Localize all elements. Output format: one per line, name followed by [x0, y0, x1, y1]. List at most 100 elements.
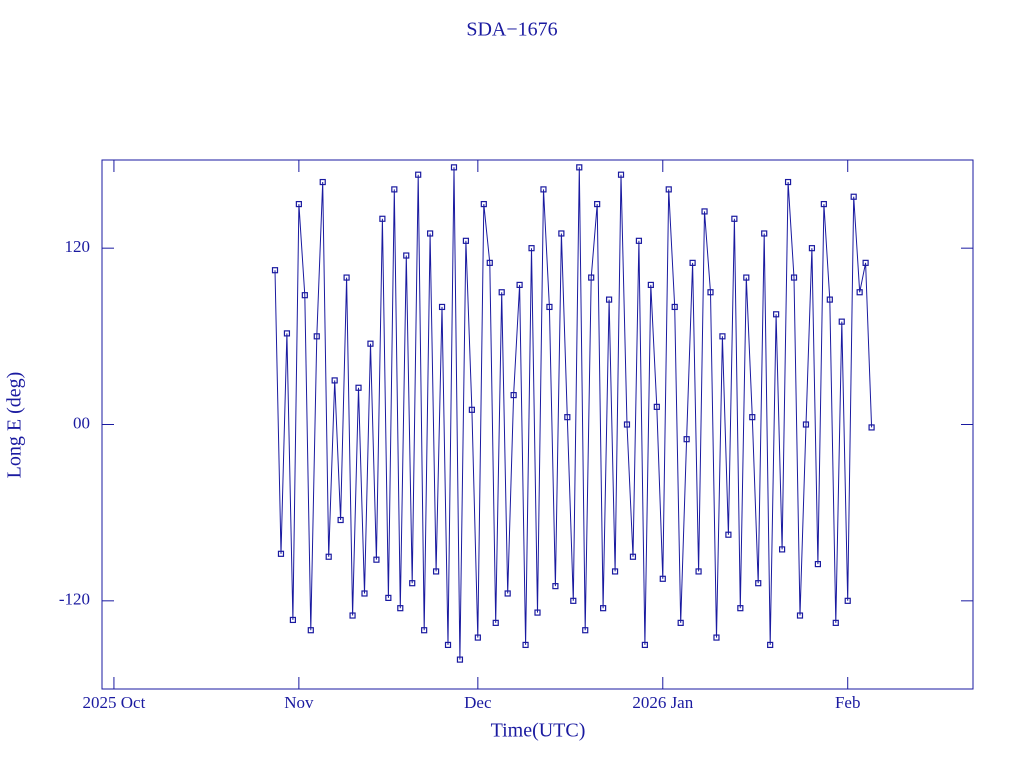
data-point: [605, 296, 613, 303]
x-tick-label: Dec: [464, 693, 492, 712]
data-point: [271, 267, 279, 274]
data-point: [802, 421, 810, 428]
x-tick-label: 2025 Oct: [83, 693, 146, 712]
data-point: [432, 568, 440, 575]
data-point: [701, 208, 708, 215]
data-point: [361, 590, 368, 597]
data-point: [570, 597, 577, 604]
data-point: [850, 193, 857, 200]
data-point: [773, 311, 780, 318]
data-point: [552, 583, 559, 590]
data-point: [474, 634, 481, 641]
data-point: [647, 281, 654, 289]
data-point: [564, 414, 571, 421]
data-point: [838, 318, 845, 325]
data-point: [677, 619, 684, 626]
data-point: [534, 609, 541, 616]
data-point: [671, 303, 678, 311]
data-point: [391, 186, 398, 193]
y-tick-label: -120: [59, 590, 90, 609]
data-point: [629, 553, 637, 560]
data-point: [611, 568, 619, 575]
y-tick-label: 120: [65, 237, 91, 256]
data-point: [277, 550, 285, 557]
data-point: [737, 605, 744, 612]
x-tick-label: Feb: [835, 693, 861, 712]
data-point: [761, 230, 768, 237]
data-point: [438, 303, 446, 311]
data-point: [427, 230, 434, 237]
data-point: [808, 245, 816, 252]
data-point: [719, 333, 726, 340]
data-point: [283, 330, 291, 337]
data-point: [749, 414, 756, 421]
data-point: [307, 627, 314, 634]
data-point: [355, 384, 362, 391]
data-point: [814, 560, 821, 568]
data-point: [600, 605, 607, 612]
data-point: [707, 289, 714, 296]
data-point: [468, 406, 475, 413]
data-point: [725, 531, 732, 538]
data-point: [767, 641, 774, 649]
data-point: [295, 200, 302, 208]
data-point: [289, 616, 297, 624]
y-tick-label: 00: [73, 413, 90, 432]
data-point: [868, 424, 875, 431]
data-point: [653, 403, 660, 410]
data-point: [689, 259, 696, 266]
data-point: [844, 597, 851, 604]
data-point: [796, 612, 804, 619]
data-point: [444, 641, 452, 649]
data-point: [832, 619, 839, 626]
data-point: [480, 200, 487, 208]
data-point: [695, 568, 702, 575]
data-point: [856, 289, 863, 296]
data-point: [862, 259, 869, 266]
x-tick-label: 2026 Jan: [632, 693, 693, 712]
data-point: [301, 292, 308, 299]
x-axis-label: Time(UTC): [491, 720, 586, 742]
data-point: [319, 178, 326, 186]
data-point: [731, 215, 738, 222]
data-point: [635, 237, 643, 244]
data-point: [403, 252, 410, 259]
data-point: [409, 580, 416, 587]
data-point: [558, 230, 565, 237]
data-point: [385, 594, 392, 601]
data-point: [492, 619, 499, 626]
data-point: [456, 656, 464, 663]
data-point: [820, 200, 827, 208]
data-point: [397, 605, 404, 612]
data-point: [623, 421, 631, 428]
chart-title: SDA−1676: [466, 19, 557, 41]
data-point: [486, 259, 493, 266]
data-point: [683, 436, 690, 443]
data-point: [641, 641, 648, 649]
data-point: [755, 580, 762, 587]
y-axis-label: Long E (deg): [4, 372, 26, 479]
data-point: [379, 215, 386, 222]
data-point: [582, 627, 589, 634]
data-point: [665, 186, 672, 193]
data-point: [373, 556, 380, 563]
data-point: [594, 200, 601, 208]
data-point: [313, 333, 320, 340]
data-point: [826, 296, 833, 303]
data-point: [337, 516, 344, 524]
data-point: [498, 289, 505, 296]
data-point: [349, 612, 356, 619]
data-point: [331, 377, 338, 384]
data-point: [528, 245, 535, 252]
data-point: [784, 178, 792, 186]
data-point: [713, 634, 720, 641]
data-point: [504, 590, 511, 597]
data-point: [588, 274, 595, 281]
x-tick-label: Nov: [284, 693, 314, 712]
data-point: [367, 340, 374, 347]
data-point: [617, 171, 625, 178]
data-point: [462, 237, 470, 244]
data-point: [516, 281, 523, 289]
data-point: [343, 274, 350, 281]
